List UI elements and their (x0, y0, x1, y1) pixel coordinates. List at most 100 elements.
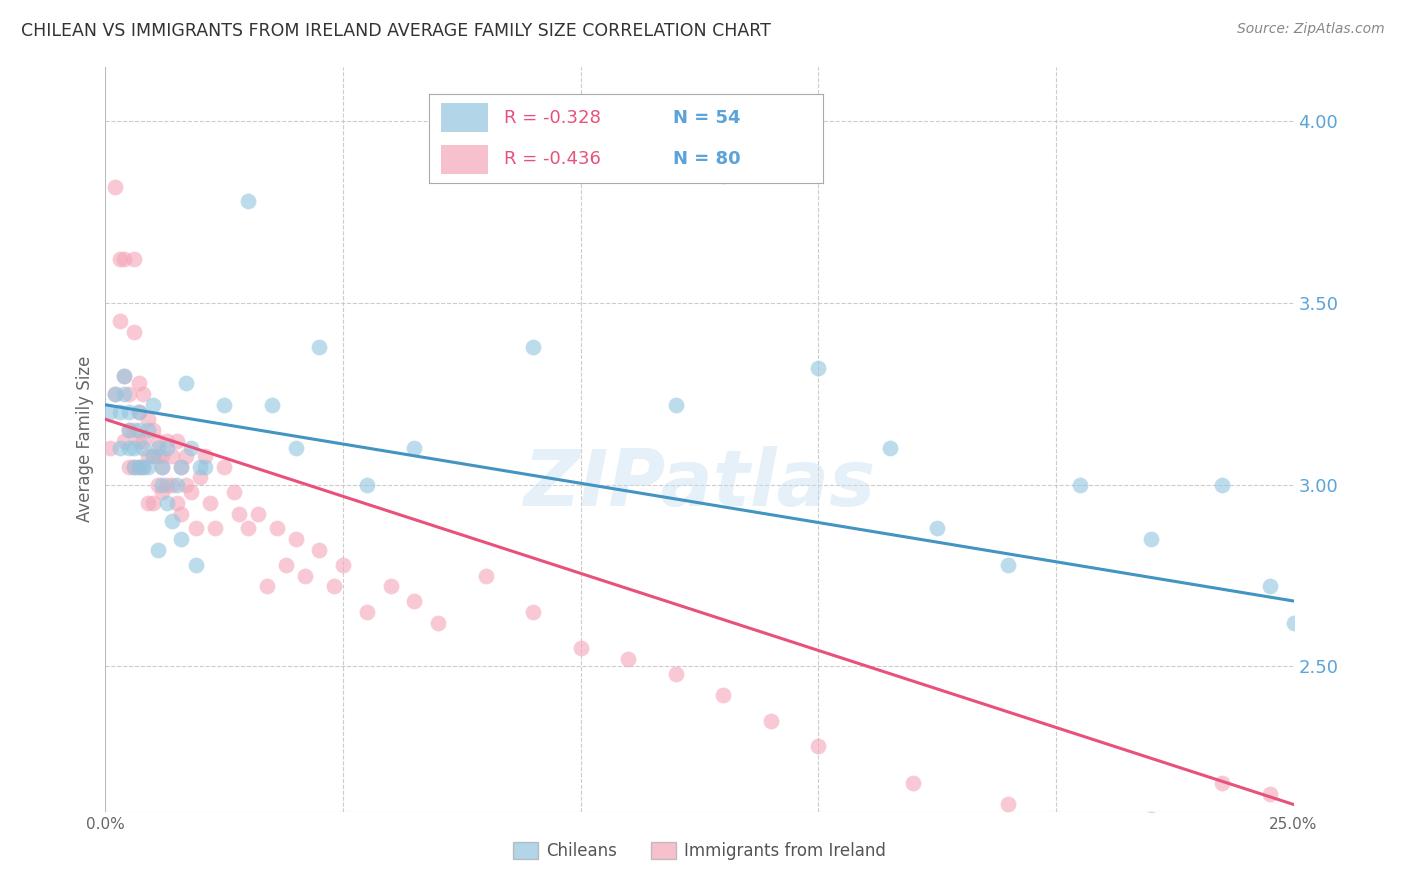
Point (128, 423, 150, 437)
Point (152, 459, 174, 474)
Point (617, 652, 640, 666)
Point (807, 361, 830, 376)
Point (118, 387, 141, 401)
Point (108, 442, 131, 456)
Point (284, 533, 307, 547)
Point (194, 459, 217, 474)
Point (266, 521, 288, 535)
Point (166, 496, 188, 510)
Point (236, 194, 259, 209)
Point (108, 314, 131, 328)
Point (98, 442, 121, 456)
Point (198, 496, 221, 510)
Point (522, 340, 544, 354)
Point (104, 179, 127, 194)
Point (332, 558, 354, 572)
Point (136, 449, 159, 463)
Point (170, 459, 193, 474)
Point (122, 325, 145, 339)
Point (146, 477, 169, 491)
Point (711, 169, 734, 183)
Point (160, 449, 183, 463)
Point (1258, 579, 1281, 593)
Point (1069, 477, 1091, 491)
Point (879, 442, 901, 456)
Point (128, 434, 150, 449)
Point (1140, 812, 1163, 826)
Point (114, 434, 136, 449)
Point (228, 507, 250, 521)
Point (1211, 477, 1233, 491)
Point (118, 405, 141, 419)
Point (128, 405, 150, 419)
Point (160, 477, 183, 491)
Text: R = -0.328: R = -0.328 (503, 109, 600, 127)
Point (903, 775, 925, 789)
Point (132, 434, 155, 449)
Point (356, 605, 378, 619)
Point (170, 533, 193, 547)
Y-axis label: Average Family Size: Average Family Size (76, 356, 94, 523)
Point (1211, 775, 1233, 789)
Text: ZIPatlas: ZIPatlas (523, 446, 876, 522)
Point (136, 459, 159, 474)
Point (404, 442, 426, 456)
Point (136, 496, 159, 510)
Point (166, 477, 188, 491)
Point (118, 423, 141, 437)
Point (152, 477, 174, 491)
Point (260, 398, 283, 412)
Point (98, 405, 121, 419)
Point (256, 579, 278, 593)
Text: N = 80: N = 80 (673, 150, 741, 168)
Point (711, 689, 734, 703)
Point (166, 434, 188, 449)
Point (204, 521, 226, 535)
Point (122, 459, 145, 474)
Point (156, 496, 179, 510)
Point (180, 485, 202, 500)
Point (997, 558, 1019, 572)
Point (152, 485, 174, 500)
Point (180, 442, 202, 456)
Bar (440, 103, 488, 132)
Point (170, 507, 193, 521)
Point (104, 387, 127, 401)
Point (997, 797, 1019, 812)
Point (152, 459, 174, 474)
Point (569, 641, 592, 656)
Point (474, 568, 496, 582)
Point (118, 459, 141, 474)
Point (214, 398, 236, 412)
Point (404, 594, 426, 608)
Point (246, 507, 269, 521)
Point (156, 442, 179, 456)
Point (146, 543, 169, 558)
Point (190, 459, 212, 474)
Point (108, 252, 131, 267)
Point (807, 739, 830, 754)
Point (322, 579, 344, 593)
Legend: Chileans, Immigrants from Ireland: Chileans, Immigrants from Ireland (506, 835, 893, 867)
Point (665, 398, 688, 412)
Point (142, 398, 165, 412)
Point (190, 470, 212, 484)
Point (236, 521, 259, 535)
Point (152, 449, 174, 463)
Point (222, 485, 245, 500)
Point (142, 449, 165, 463)
Point (104, 387, 127, 401)
Point (156, 477, 179, 491)
Text: CHILEAN VS IMMIGRANTS FROM IRELAND AVERAGE FAMILY SIZE CORRELATION CHART: CHILEAN VS IMMIGRANTS FROM IRELAND AVERA… (21, 22, 770, 40)
Bar (440, 145, 488, 174)
Point (308, 340, 330, 354)
Point (356, 477, 378, 491)
Point (128, 376, 150, 390)
Point (160, 514, 183, 528)
Point (114, 368, 136, 383)
Point (380, 579, 402, 593)
Point (146, 449, 169, 463)
Text: R = -0.436: R = -0.436 (503, 150, 600, 168)
Point (136, 412, 159, 426)
Point (132, 459, 155, 474)
